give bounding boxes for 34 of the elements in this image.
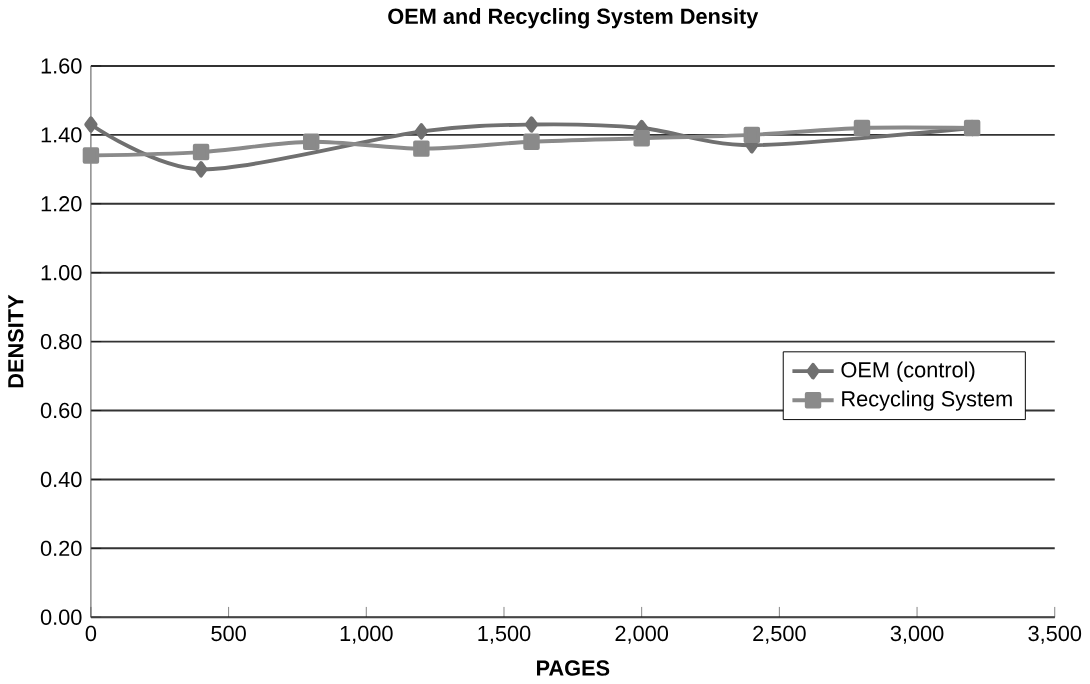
y-tick-label: 0.40 <box>40 471 82 488</box>
point <box>413 140 430 157</box>
point <box>523 133 540 151</box>
legend-label: Recycling System <box>842 390 1012 411</box>
y-axis-title: DENSITY <box>8 294 24 388</box>
point <box>194 161 208 178</box>
chart-title: OEM and Recycling System Density <box>388 8 759 29</box>
point <box>633 130 650 147</box>
point <box>853 119 871 137</box>
point <box>84 116 98 133</box>
y-tick-label: 1.40 <box>41 127 82 143</box>
point <box>82 147 100 164</box>
y-tick-label: 0.80 <box>40 333 82 350</box>
point <box>414 123 429 140</box>
y-tick-label: 0.60 <box>40 402 82 419</box>
x-tick-label: 1,500 <box>478 625 531 644</box>
point <box>524 116 539 133</box>
y-tick-label: 1.00 <box>41 265 82 281</box>
y-tick-label: 0.00 <box>40 609 82 626</box>
x-tick-label: 2,000 <box>615 625 669 644</box>
x-axis-title: PAGES <box>537 660 610 676</box>
x-tick-label: 1,000 <box>340 625 393 644</box>
x-tick-label: 500 <box>211 625 246 642</box>
x-tick-label: 3,000 <box>890 625 944 644</box>
point <box>743 126 761 144</box>
y-tick-label: 1.20 <box>41 196 82 212</box>
point <box>192 143 210 161</box>
x-tick-label: 3,500 <box>1028 625 1082 644</box>
point <box>302 133 320 151</box>
x-tick-label: 2,500 <box>753 625 806 644</box>
x-tick-label: 0 <box>85 625 97 642</box>
y-tick-label: 0.20 <box>40 540 82 557</box>
legend-label: OEM (control) <box>841 361 975 382</box>
y-tick-label: 1.60 <box>41 58 82 74</box>
